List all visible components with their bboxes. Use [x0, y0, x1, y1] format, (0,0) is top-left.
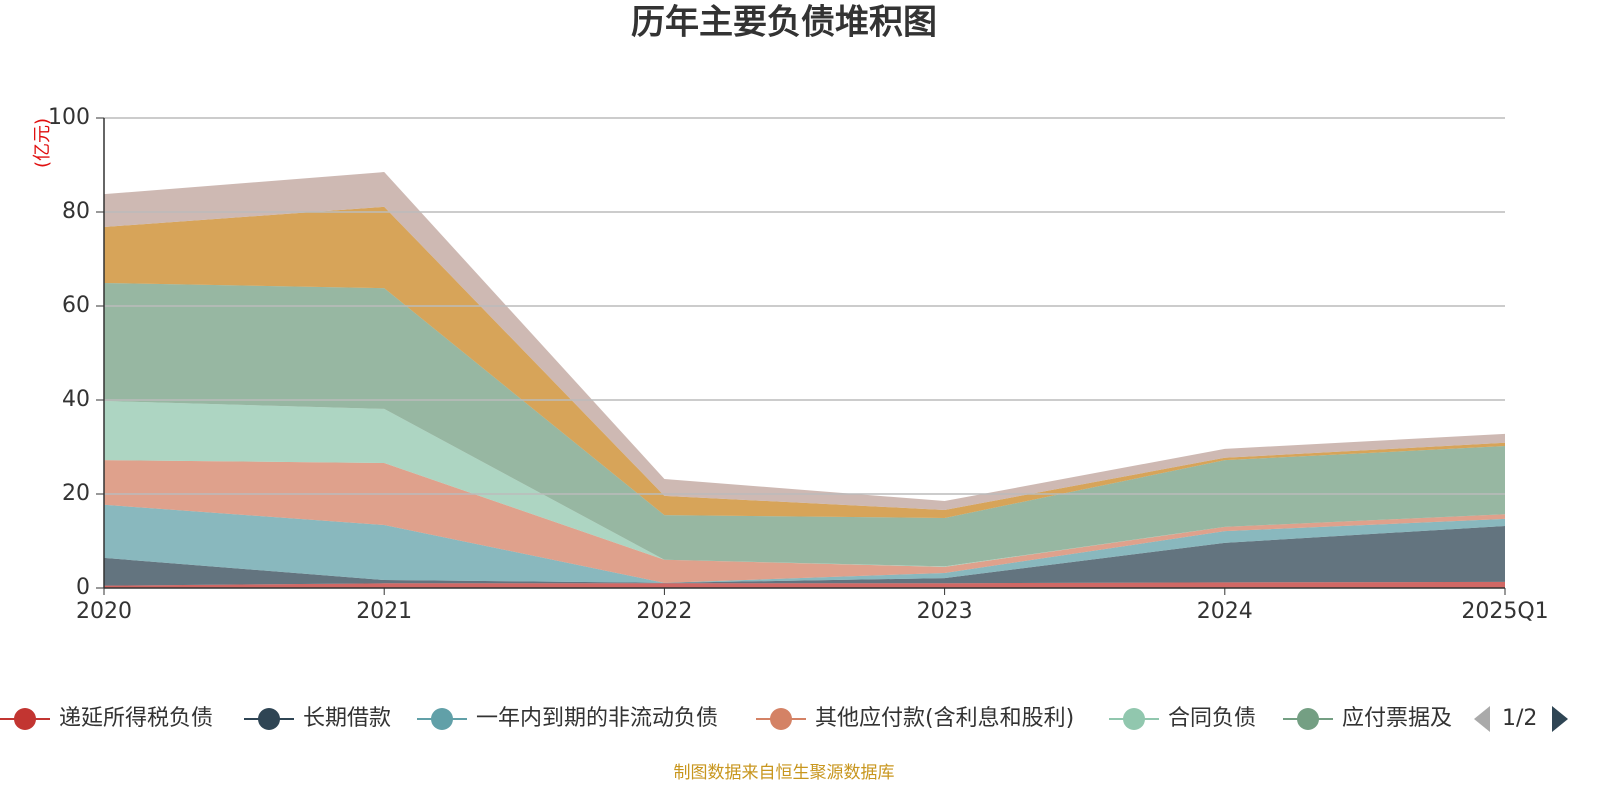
area — [104, 206, 1505, 518]
x-tick-label: 2025Q1 — [1461, 599, 1548, 624]
legend-marker — [770, 708, 792, 730]
legend-label: 其他应付款(含利息和股利) — [815, 706, 1074, 731]
area — [104, 400, 1505, 567]
y-tick-label: 60 — [62, 293, 90, 318]
area — [104, 460, 1505, 583]
legend-marker — [258, 708, 280, 730]
x-tick-label: 2023 — [917, 599, 973, 624]
y-axis-label: (亿元) — [32, 118, 53, 168]
legend-marker — [14, 708, 36, 730]
legend-label: 一年内到期的非流动负债 — [476, 706, 718, 731]
y-tick-label: 80 — [62, 199, 90, 224]
y-tick-label: 0 — [76, 575, 90, 600]
x-tick-label: 2021 — [356, 599, 412, 624]
legend-marker — [1297, 708, 1319, 730]
legend-marker — [431, 708, 453, 730]
legend-label: 长期借款 — [303, 706, 391, 731]
legend-label: 合同负债 — [1168, 706, 1256, 731]
area — [104, 581, 1505, 588]
area — [104, 282, 1505, 567]
y-tick-label: 100 — [48, 105, 90, 130]
area — [104, 504, 1505, 583]
chart-title: 历年主要负债堆积图 — [631, 3, 937, 43]
legend-next[interactable] — [1552, 706, 1568, 732]
legend-marker — [1123, 708, 1145, 730]
x-tick-label: 2020 — [76, 599, 132, 624]
area — [104, 525, 1505, 586]
legend-prev[interactable] — [1474, 706, 1490, 732]
x-tick-label: 2024 — [1197, 599, 1253, 624]
y-tick-label: 20 — [62, 481, 90, 506]
source-note: 制图数据来自恒生聚源数据库 — [674, 763, 895, 783]
legend-label: 应付票据及 — [1342, 706, 1452, 731]
x-tick-label: 2022 — [636, 599, 692, 624]
area — [104, 172, 1505, 510]
y-tick-label: 40 — [62, 387, 90, 412]
legend-label: 递延所得税负债 — [59, 706, 213, 731]
legend-page: 1/2 — [1502, 706, 1537, 731]
